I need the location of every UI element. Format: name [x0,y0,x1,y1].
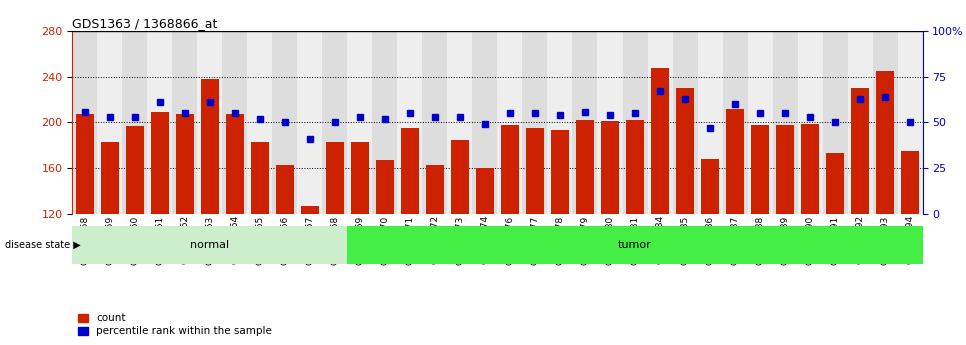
Bar [447,31,472,214]
Bar [472,31,497,214]
Bar [323,31,348,214]
Bar [250,142,270,214]
Bar [100,142,120,214]
Text: GDS1363 / 1368866_at: GDS1363 / 1368866_at [72,17,217,30]
Bar [576,120,594,214]
Bar [226,115,244,214]
Bar [197,31,222,214]
Bar [222,31,247,214]
Bar [675,88,695,214]
Bar [851,88,869,214]
Bar [622,31,647,214]
Bar [497,31,523,214]
Bar [126,126,144,214]
Bar [801,124,819,214]
Bar [298,31,323,214]
Bar [475,168,495,214]
Bar [626,120,644,214]
Bar [247,31,272,214]
Bar [798,31,822,214]
Bar [72,31,98,214]
Bar [548,31,573,214]
Bar [651,68,669,214]
Bar [401,128,419,214]
Bar [397,31,422,214]
Bar [822,31,847,214]
Text: normal: normal [190,240,230,250]
Bar [897,31,923,214]
Bar [326,142,344,214]
Bar [700,159,720,214]
Bar [201,79,219,214]
Bar [275,165,295,214]
Bar [500,125,520,214]
Bar [376,160,394,214]
Text: tumor: tumor [618,240,652,250]
Bar [151,112,169,214]
Bar [900,151,920,214]
Bar [351,142,369,214]
Bar [98,31,123,214]
Legend: count, percentile rank within the sample: count, percentile rank within the sample [77,313,272,336]
Bar [697,31,723,214]
Bar [751,125,769,214]
Bar [526,128,545,214]
Bar [422,31,447,214]
Bar [773,31,798,214]
Bar [450,140,469,214]
Bar [123,31,148,214]
Bar [573,31,598,214]
Bar [601,121,619,214]
Bar [551,130,569,214]
Bar [776,125,794,214]
Bar [348,31,373,214]
Bar [647,31,672,214]
Bar [72,226,348,264]
Bar [598,31,622,214]
Bar [875,71,895,214]
Bar [826,153,844,214]
Bar [872,31,897,214]
Bar [300,206,320,214]
Text: disease state ▶: disease state ▶ [5,240,80,250]
Bar [173,31,197,214]
Bar [272,31,298,214]
Bar [723,31,748,214]
Bar [348,226,923,264]
Bar [75,115,95,214]
Bar [176,115,194,214]
Bar [847,31,872,214]
Bar [523,31,548,214]
Bar [148,31,173,214]
Bar [748,31,773,214]
Bar [426,165,444,214]
Bar [725,109,745,214]
Bar [672,31,697,214]
Bar [373,31,397,214]
